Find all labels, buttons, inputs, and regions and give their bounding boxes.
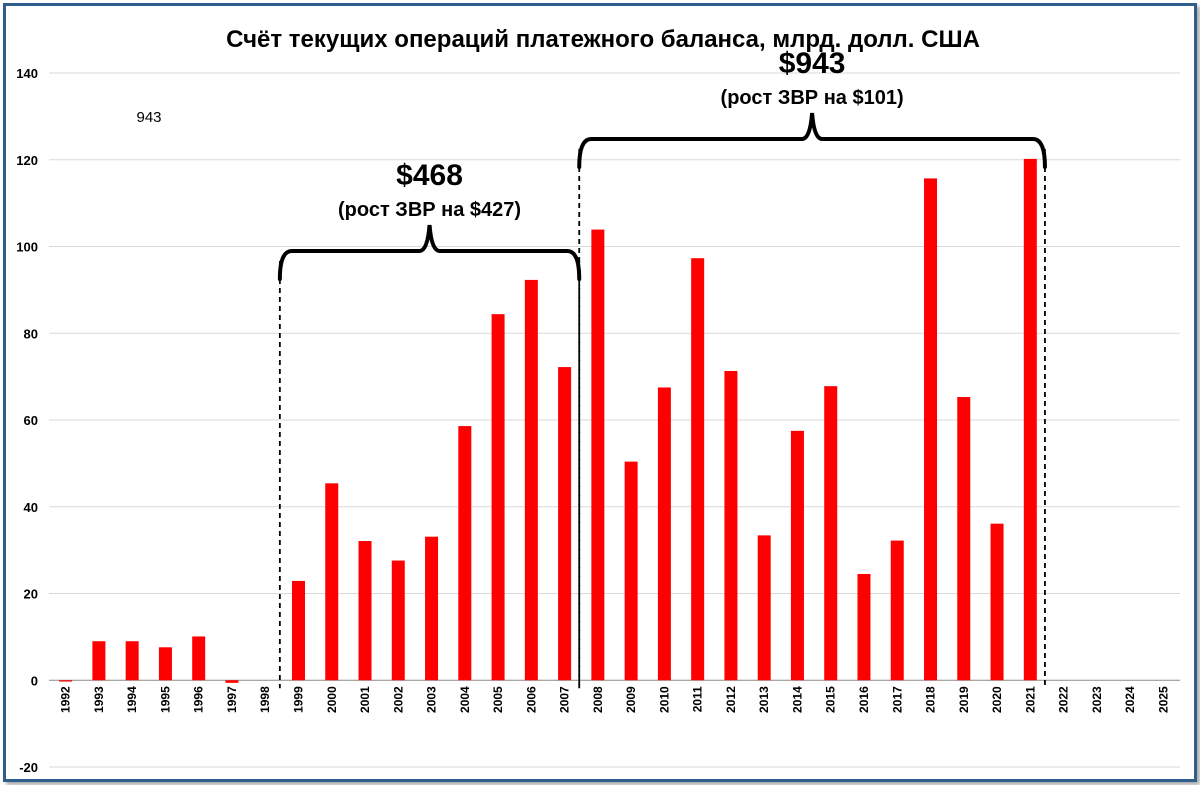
x-tick-label: 2007 (558, 686, 572, 713)
x-tick-label: 2019 (957, 686, 971, 713)
x-tick-label: 2009 (624, 686, 638, 713)
bar-2007 (558, 367, 572, 681)
bar-2015 (824, 386, 838, 681)
bar-2006 (524, 279, 538, 681)
bar-1992 (59, 680, 73, 682)
y-tick-label: 140 (16, 66, 38, 81)
bar-2018 (924, 178, 938, 681)
bar-2011 (691, 258, 705, 681)
y-tick-label: 0 (31, 673, 38, 688)
bar-2021 (1023, 158, 1037, 681)
x-tick-label: 2003 (425, 686, 439, 713)
bar-1996 (192, 636, 206, 681)
bar-1995 (158, 647, 172, 681)
bar-2008 (591, 229, 605, 681)
x-tick-label: 2023 (1090, 686, 1104, 713)
range-subtitle-label: (рост ЗВР на $101) (721, 87, 904, 109)
bars (59, 158, 1037, 683)
x-tick-label: 2018 (924, 686, 938, 713)
bar-2005 (491, 314, 505, 681)
y-tick-label: 100 (16, 240, 38, 255)
x-tick-label: 2000 (325, 686, 339, 713)
range-sum-label: $943 (779, 47, 846, 80)
y-tick-label: 120 (16, 153, 38, 168)
bar-2010 (657, 387, 671, 681)
chart-frame: -20 0 20 40 60 80 100 120 140 1992 1993 1994 1995 19… (3, 3, 1197, 782)
y-tick-label: 40 (24, 500, 38, 515)
x-tick-label: 1995 (158, 686, 172, 713)
bar-2017 (890, 540, 904, 681)
x-tick-label: 2017 (890, 686, 904, 713)
x-tick-label: 1992 (59, 686, 73, 713)
x-tick-label: 2020 (990, 686, 1004, 713)
x-tick-label: 2011 (691, 686, 705, 712)
range-sum-label: $468 (396, 159, 463, 192)
bar-2012 (724, 370, 738, 681)
x-tick-label: 2022 (1057, 686, 1071, 713)
x-tick-label: 2005 (491, 686, 505, 713)
x-tick-label: 1999 (291, 686, 305, 713)
x-tick-label: 2010 (657, 686, 671, 713)
bar-2014 (790, 430, 804, 681)
x-tick-label: 2012 (724, 686, 738, 713)
chart-title: Счёт текущих операций платежного баланса… (226, 26, 980, 53)
bar-2003 (425, 536, 439, 681)
x-tick-label: 2025 (1156, 686, 1170, 713)
x-tick-label: 2014 (790, 686, 804, 713)
range-subtitle-label: (рост ЗВР на $427) (338, 199, 521, 221)
x-tick-label: 2021 (1023, 686, 1037, 713)
x-tick-label: 2006 (524, 686, 538, 713)
bar-1993 (92, 641, 106, 681)
x-tick-label: 1994 (125, 686, 139, 713)
stray-label: 943 (136, 109, 161, 126)
x-axis-ticks: 1992 1993 1994 1995 1996 1997 1998 1999 2000 2001… (59, 686, 1171, 713)
bar-2002 (391, 560, 405, 681)
x-tick-label: 2008 (591, 686, 605, 713)
bar-2004 (458, 426, 472, 681)
range-brace (577, 112, 1047, 169)
x-tick-label: 2002 (391, 686, 405, 713)
y-tick-label: -20 (19, 760, 38, 775)
bar-2009 (624, 461, 638, 681)
bar-2016 (857, 573, 871, 681)
x-tick-label: 1997 (225, 686, 239, 713)
range-brace (277, 224, 582, 281)
y-axis-ticks: -20 0 20 40 60 80 100 120 140 (16, 66, 38, 775)
grid-lines (49, 72, 1180, 768)
y-tick-label: 20 (24, 587, 38, 602)
x-tick-label: 2015 (824, 686, 838, 713)
bar-2019 (957, 397, 971, 681)
x-tick-label: 1996 (192, 686, 206, 713)
bar-2013 (757, 535, 771, 681)
x-tick-label: 1993 (92, 686, 106, 713)
annotations: $468 (рост ЗВР на $427) $943 (рост ЗВР на $… (277, 47, 1047, 689)
bar-1999 (291, 580, 305, 681)
x-tick-label: 2024 (1123, 686, 1137, 713)
x-tick-label: 2016 (857, 686, 871, 713)
bar-1997 (225, 680, 239, 683)
x-tick-label: 2001 (358, 686, 372, 713)
x-tick-label: 2013 (757, 686, 771, 713)
bar-2020 (990, 523, 1004, 681)
x-tick-label: 2004 (458, 686, 472, 713)
bar-1994 (125, 641, 139, 681)
y-tick-label: 60 (24, 413, 38, 428)
x-tick-label: 1998 (258, 686, 272, 713)
y-tick-label: 80 (24, 326, 38, 341)
bar-2000 (325, 483, 339, 681)
bar-2001 (358, 541, 372, 681)
